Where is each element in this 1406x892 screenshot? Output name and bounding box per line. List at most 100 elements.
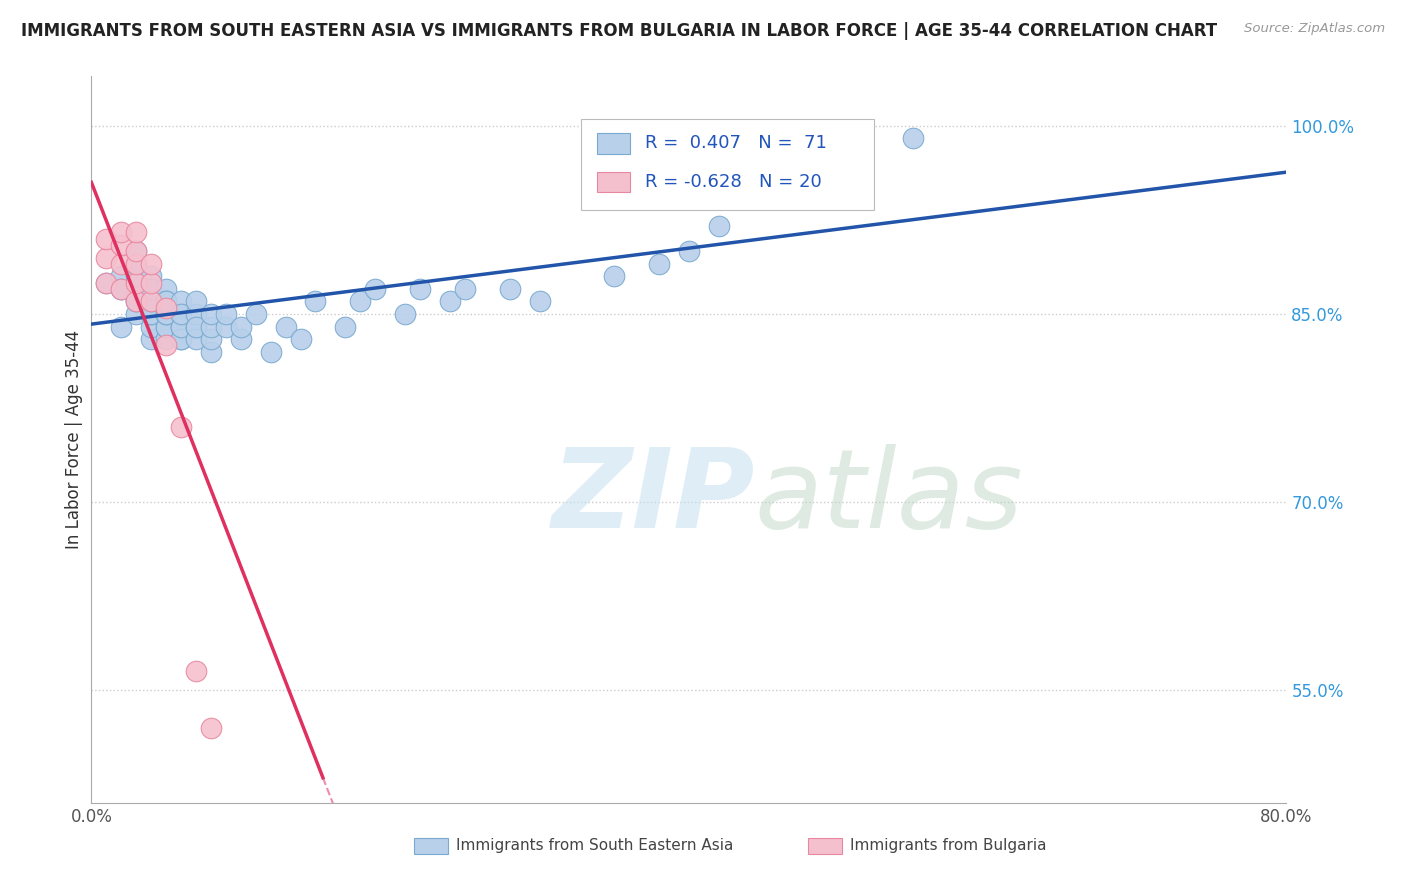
Point: [170, 332, 193, 346]
Point: [200, 307, 222, 321]
Point: [155, 307, 177, 321]
Point: [155, 307, 177, 321]
Point: [110, 257, 132, 271]
Point: [409, 282, 432, 296]
Point: [125, 257, 148, 271]
Point: [125, 269, 148, 284]
Point: [290, 332, 312, 346]
Point: [229, 332, 252, 346]
Y-axis label: In Labor Force | Age 35-44: In Labor Force | Age 35-44: [65, 330, 83, 549]
Bar: [808, 838, 842, 854]
FancyBboxPatch shape: [582, 120, 875, 211]
Point: [499, 282, 522, 296]
Point: [155, 294, 177, 309]
Text: Immigrants from South Eastern Asia: Immigrants from South Eastern Asia: [456, 838, 734, 853]
Point: [170, 307, 193, 321]
Point: [155, 319, 177, 334]
Point: [304, 294, 326, 309]
Point: [141, 294, 163, 309]
Point: [110, 282, 132, 296]
Point: [125, 276, 148, 290]
Point: [125, 294, 148, 309]
Point: [827, 169, 849, 183]
Point: [184, 664, 207, 678]
Point: [141, 307, 163, 321]
Point: [454, 282, 477, 296]
Point: [349, 294, 371, 309]
Point: [96, 251, 118, 265]
Point: [155, 294, 177, 309]
Point: [529, 294, 551, 309]
Point: [141, 269, 163, 284]
Point: [394, 307, 416, 321]
Point: [678, 244, 700, 259]
Text: atlas: atlas: [755, 444, 1024, 551]
Point: [245, 307, 267, 321]
Point: [141, 276, 163, 290]
Point: [274, 319, 297, 334]
Text: R = -0.628   N = 20: R = -0.628 N = 20: [645, 173, 821, 191]
Point: [184, 319, 207, 334]
Text: Source: ZipAtlas.com: Source: ZipAtlas.com: [1244, 22, 1385, 36]
Point: [110, 226, 132, 240]
Point: [648, 257, 671, 271]
Point: [155, 301, 177, 315]
Text: R =  0.407   N =  71: R = 0.407 N = 71: [645, 135, 827, 153]
Point: [439, 294, 461, 309]
Point: [184, 307, 207, 321]
Point: [125, 294, 148, 309]
Point: [184, 319, 207, 334]
Point: [155, 307, 177, 321]
Point: [901, 131, 924, 145]
Point: [141, 294, 163, 309]
Point: [96, 232, 118, 246]
Point: [110, 282, 132, 296]
Point: [170, 332, 193, 346]
Point: [259, 344, 281, 359]
Bar: [598, 172, 630, 192]
Text: Immigrants from Bulgaria: Immigrants from Bulgaria: [851, 838, 1047, 853]
Bar: [598, 133, 630, 153]
Point: [155, 319, 177, 334]
Point: [184, 332, 207, 346]
Point: [141, 282, 163, 296]
Point: [155, 332, 177, 346]
Point: [141, 282, 163, 296]
Point: [125, 244, 148, 259]
Point: [184, 294, 207, 309]
Point: [155, 282, 177, 296]
Point: [335, 319, 357, 334]
Point: [170, 319, 193, 334]
Point: [170, 319, 193, 334]
Point: [110, 269, 132, 284]
Point: [110, 319, 132, 334]
Point: [215, 319, 238, 334]
Point: [125, 226, 148, 240]
Point: [96, 276, 118, 290]
Point: [155, 338, 177, 352]
Point: [141, 332, 163, 346]
Point: [170, 419, 193, 434]
Point: [155, 294, 177, 309]
Point: [125, 244, 148, 259]
Point: [707, 219, 730, 234]
Point: [125, 257, 148, 271]
Point: [141, 257, 163, 271]
Point: [364, 282, 387, 296]
Point: [141, 319, 163, 334]
Text: IMMIGRANTS FROM SOUTH EASTERN ASIA VS IMMIGRANTS FROM BULGARIA IN LABOR FORCE | : IMMIGRANTS FROM SOUTH EASTERN ASIA VS IM…: [21, 22, 1218, 40]
Point: [170, 307, 193, 321]
Point: [200, 721, 222, 735]
Point: [125, 307, 148, 321]
Point: [215, 307, 238, 321]
Point: [96, 276, 118, 290]
Text: ZIP: ZIP: [551, 444, 755, 551]
Point: [141, 307, 163, 321]
Point: [170, 294, 193, 309]
Point: [110, 238, 132, 252]
Point: [200, 332, 222, 346]
Point: [603, 269, 626, 284]
Point: [125, 294, 148, 309]
Point: [200, 319, 222, 334]
Point: [229, 319, 252, 334]
